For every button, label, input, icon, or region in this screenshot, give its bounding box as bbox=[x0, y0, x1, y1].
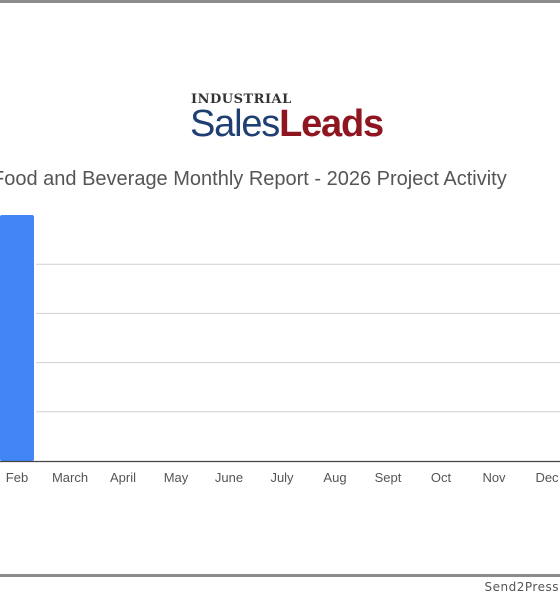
frame-bottom-border bbox=[0, 574, 560, 577]
x-tick-label-nov: Nov bbox=[482, 470, 506, 485]
x-tick-label-march: March bbox=[52, 470, 88, 485]
chart-title: Food and Beverage Monthly Report - 2026 … bbox=[0, 168, 507, 190]
x-tick-label-may: May bbox=[164, 470, 189, 485]
x-tick-label-aug: Aug bbox=[323, 470, 346, 485]
x-tick-label-april: April bbox=[110, 470, 136, 485]
x-tick-label-feb: Feb bbox=[6, 470, 28, 485]
send2press-credit: Send2Press bbox=[484, 580, 559, 594]
logo-wordmark: SalesLeads bbox=[190, 102, 384, 146]
x-tick-label-dec: Dec bbox=[535, 470, 559, 485]
x-tick-label-oct: Oct bbox=[431, 470, 452, 485]
industrial-sales-leads-logo: INDUSTRIAL SalesLeads bbox=[190, 90, 420, 150]
bar-feb bbox=[0, 215, 34, 461]
logo-leads-text: Leads bbox=[279, 103, 384, 145]
logo-industrial-text: INDUSTRIAL bbox=[191, 92, 292, 107]
logo-sales-text: Sales bbox=[190, 103, 280, 145]
frame-top-border bbox=[0, 0, 560, 3]
x-tick-label-june: June bbox=[215, 470, 243, 485]
x-tick-label-sept: Sept bbox=[375, 470, 402, 485]
x-tick-label-july: July bbox=[270, 470, 294, 485]
